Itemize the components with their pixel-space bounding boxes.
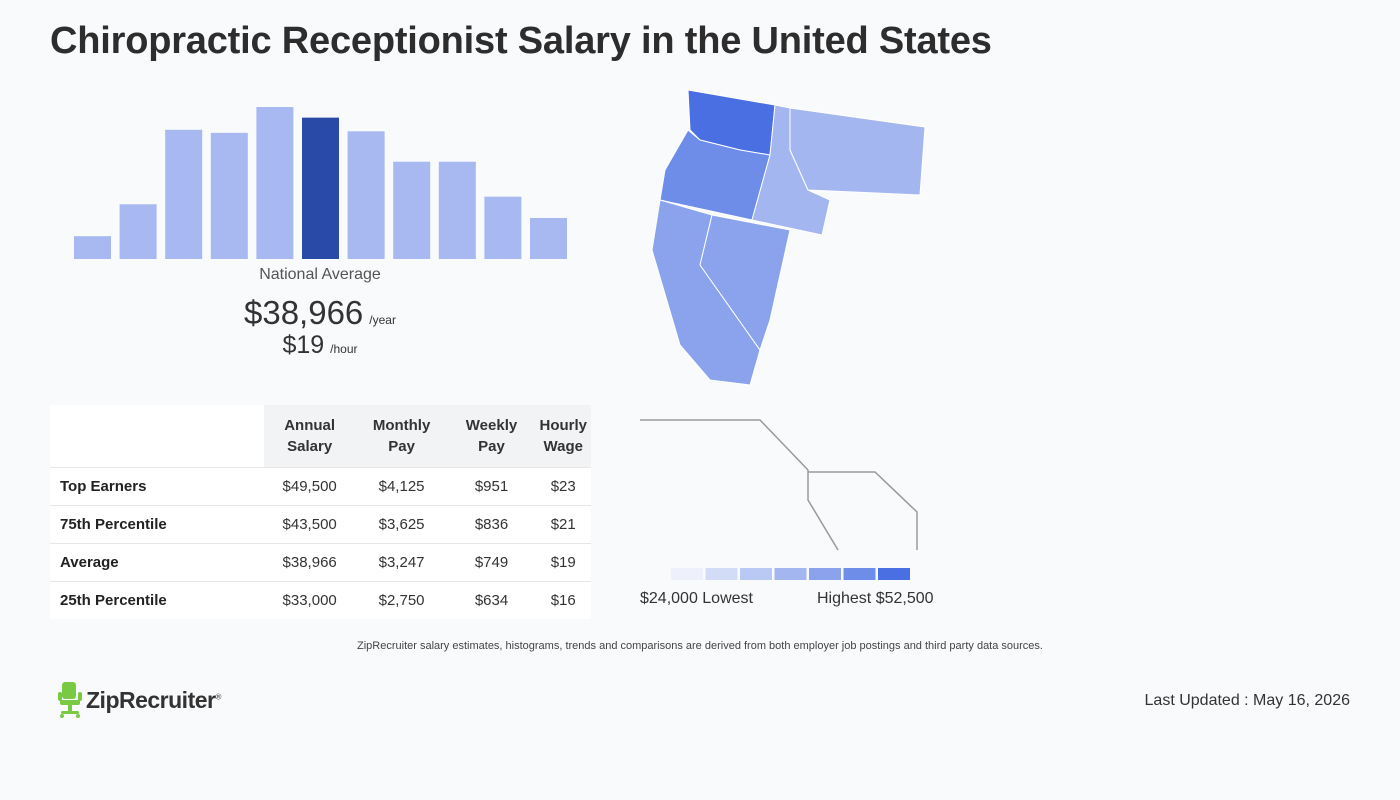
salary-table-header: Annual Salary Monthly Pay Weekly Pay Hourly… [50,405,591,468]
ziprecruiter-logo[interactable]: ZipRecruiter® [58,682,221,718]
chair-icon [58,682,82,718]
header-monthly-pay: Monthly Pay [355,405,448,468]
hourly-unit: /hour [330,342,358,356]
alaska-inset-frame [640,419,809,471]
header-hourly-wage: Hourly Wage [535,405,591,468]
last-updated: Last Updated : May 16, 2026 [1144,692,1350,709]
histogram-bar-current [302,117,339,259]
state-montana[interactable] [789,107,926,196]
state-shapes [651,89,926,386]
cell-hourly: $23 [535,467,591,506]
legend-swatch [774,568,807,580]
cell-annual: $33,000 [263,581,356,619]
annual-unit: /year [369,313,396,327]
cell-hourly: $21 [535,505,591,544]
cell-monthly: $4,125 [355,467,448,506]
histogram-bar [165,129,203,259]
table-row: Average $38,966 $3,247 $749 $19 [50,543,591,582]
legend-swatch [705,568,738,580]
legend-swatch [809,568,841,580]
salary-histogram [74,107,567,259]
row-label: 75th Percentile [50,505,264,544]
legend-swatch [671,568,703,580]
histogram-bar [74,236,111,259]
histogram-bar [119,204,157,259]
cell-annual: $43,500 [263,505,356,544]
cell-annual: $38,966 [263,543,356,582]
histogram-bar [347,131,385,259]
table-row: Top Earners $49,500 $4,125 $951 $23 [50,467,591,506]
cell-monthly: $2,750 [355,581,448,619]
cell-weekly: $634 [447,581,536,619]
annual-average-value: $38,966 [244,294,364,331]
salary-table: Annual Salary Monthly Pay Weekly Pay Hourly… [50,405,591,619]
page-title: Chiropractic Receptionist Salary in the … [50,20,992,62]
histogram-bar [438,161,476,259]
state-nevada[interactable] [699,214,791,351]
row-label: Average [50,543,264,582]
national-average-label: National Average [259,266,381,283]
disclaimer: ZipRecruiter salary estimates, histogram… [357,640,1043,652]
row-label: 25th Percentile [50,581,264,619]
header-weekly-pay: Weekly Pay [447,405,536,468]
cell-hourly: $16 [535,581,591,619]
legend-swatch [843,568,876,580]
histogram-bar [484,196,522,259]
row-label: Top Earners [50,467,264,506]
cell-monthly: $3,247 [355,543,448,582]
histogram-bar [256,107,294,259]
map-legend-high: Highest $52,500 [817,590,934,607]
legend-swatch [740,568,772,580]
cell-hourly: $19 [535,543,591,582]
cell-weekly: $836 [447,505,536,544]
header-annual-salary: Annual Salary [263,405,356,468]
cell-weekly: $749 [447,543,536,582]
table-row: 75th Percentile $43,500 $3,625 $836 $21 [50,505,591,544]
hawaii-inset-frame-right [808,471,918,550]
map-legend-low: $24,000 Lowest [640,590,753,607]
registered-mark: ® [215,691,221,701]
annual-average: $38,966/year [150,294,490,332]
hourly-average: $19/hour [150,331,490,360]
cell-annual: $49,500 [263,467,356,506]
us-salary-map [640,89,926,580]
hourly-average-value: $19 [282,331,325,359]
hawaii-inset-frame [807,470,839,551]
cell-weekly: $951 [447,467,536,506]
histogram-bar [210,132,248,259]
brand-name: ZipRecruiter® [86,686,221,713]
legend-swatch [878,568,910,580]
histogram-bar [530,217,567,259]
header-blank [50,405,264,468]
cell-monthly: $3,625 [355,505,448,544]
histogram-bar [393,161,431,259]
table-row: 25th Percentile $33,000 $2,750 $634 $16 [50,581,591,619]
